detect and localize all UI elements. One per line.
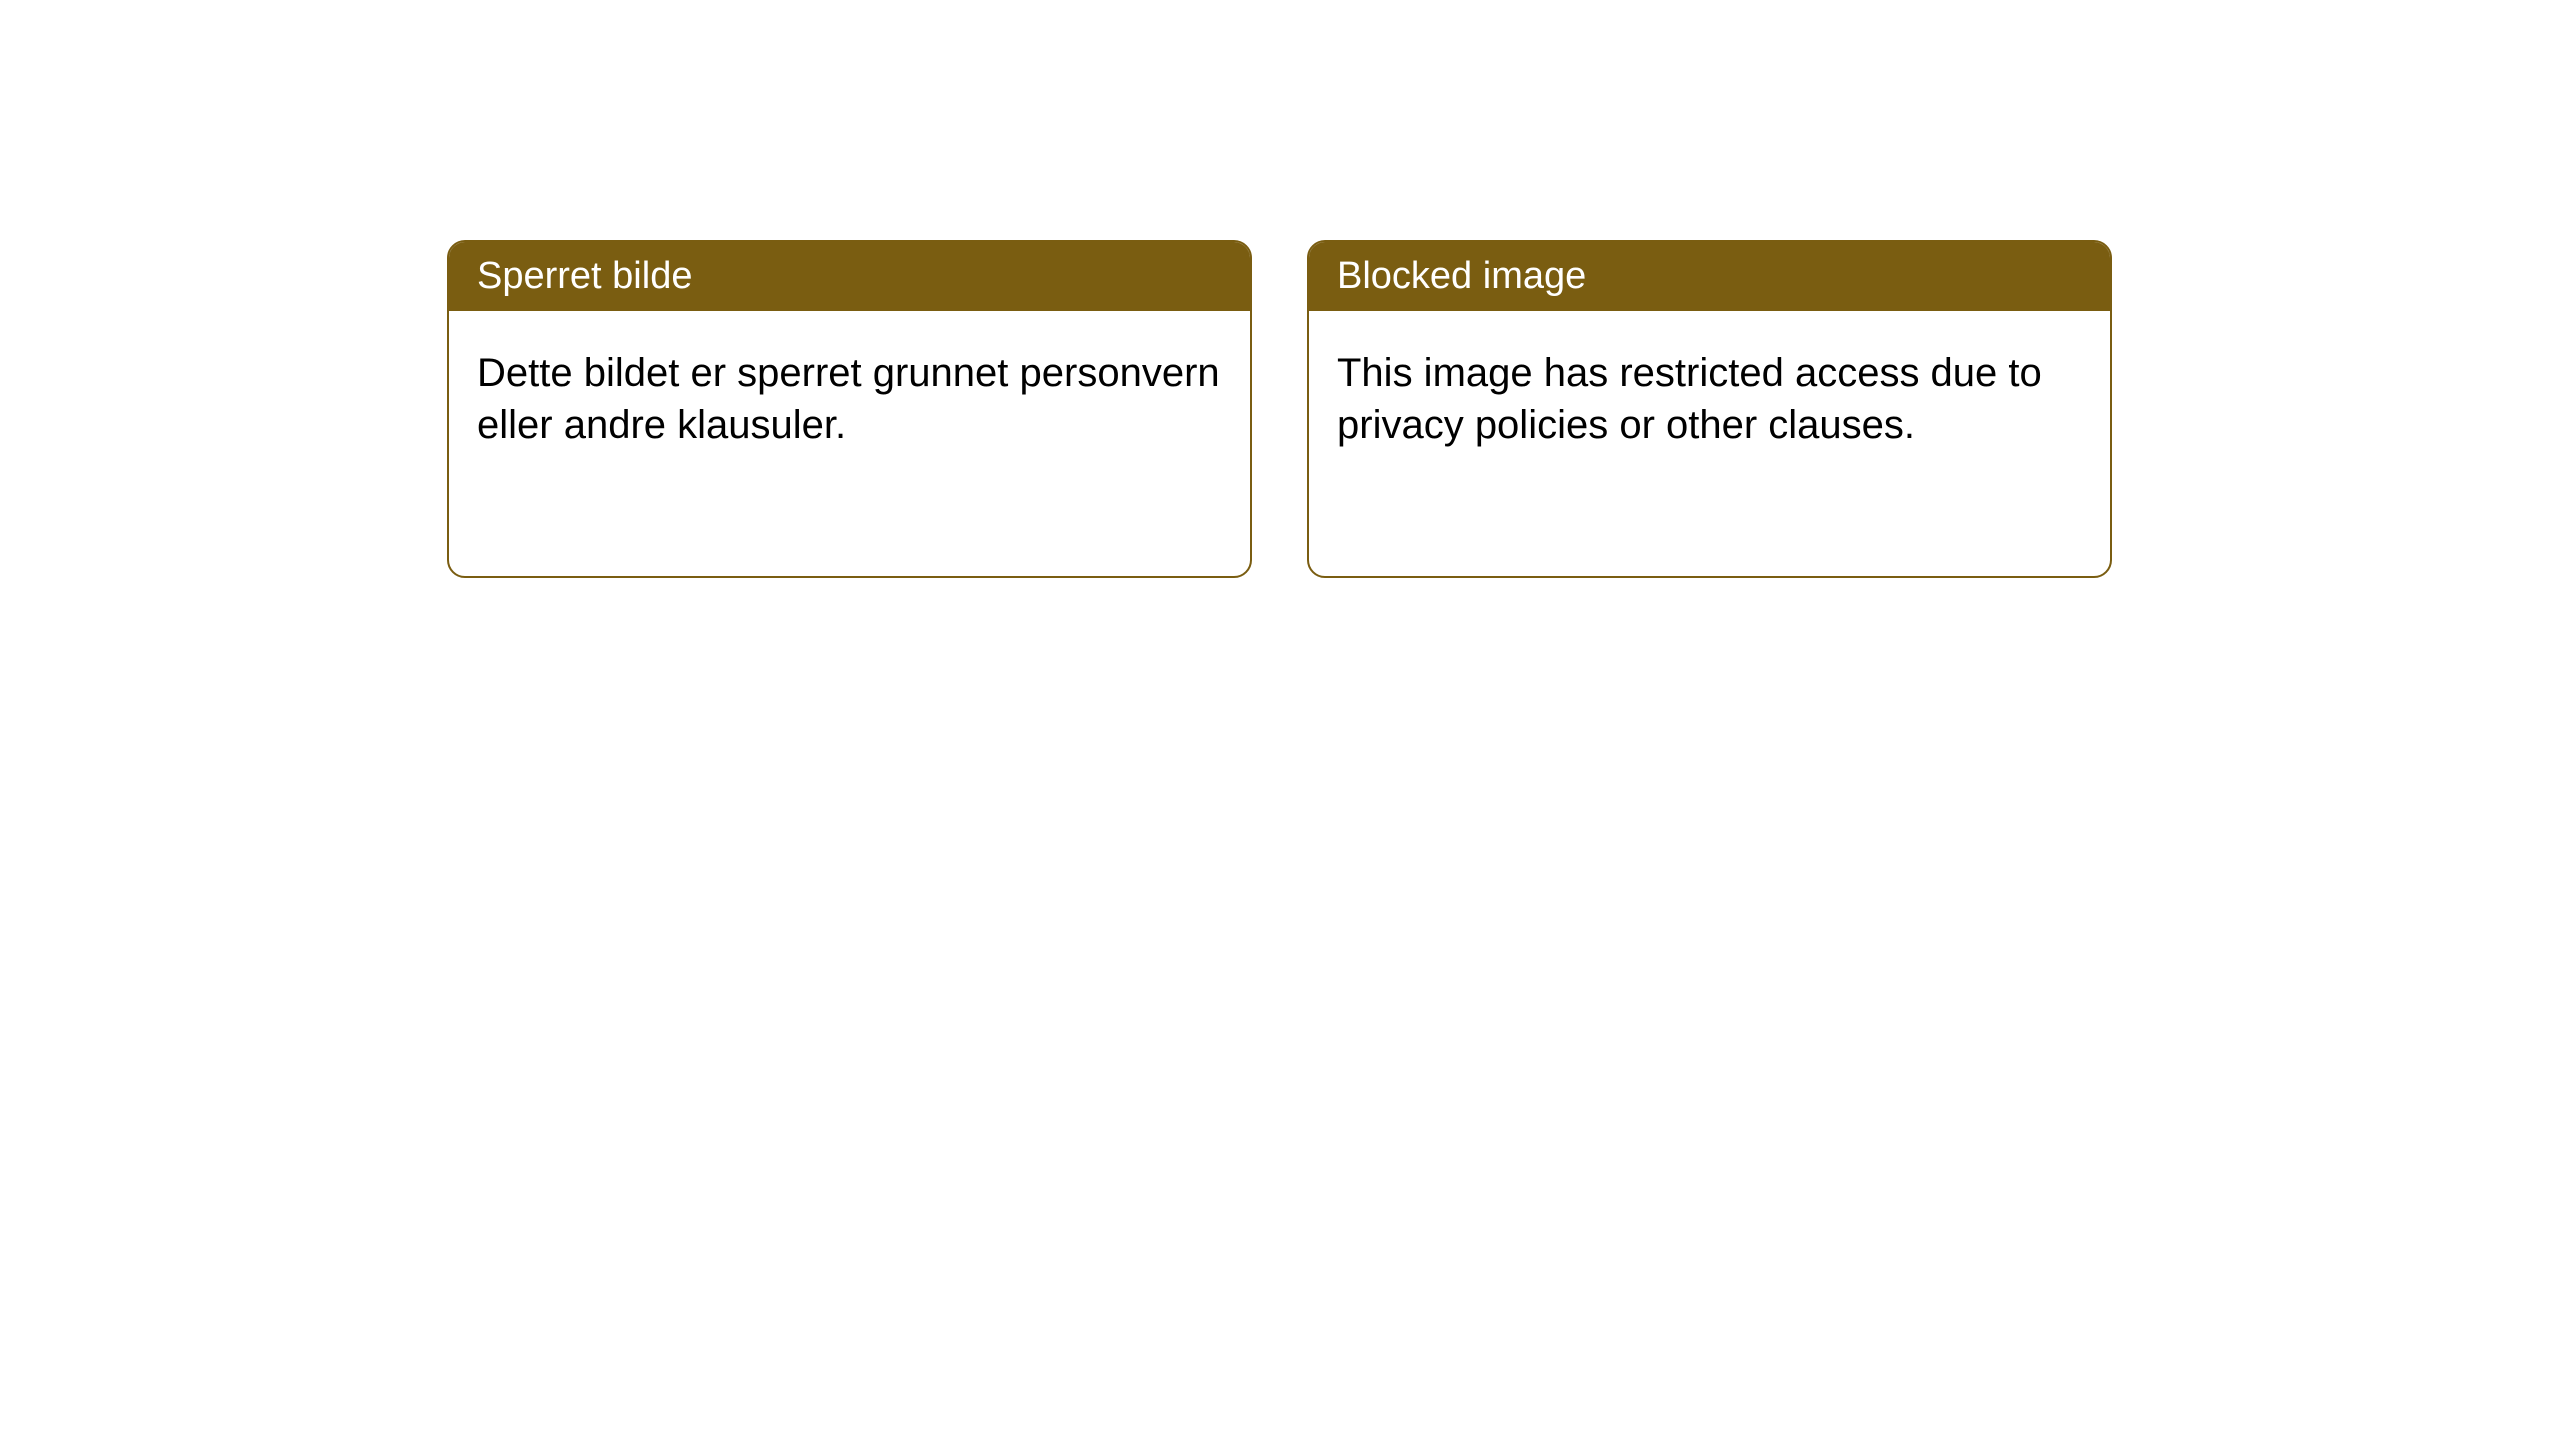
notice-card-english: Blocked image This image has restricted … <box>1307 240 2112 578</box>
notice-card-norwegian: Sperret bilde Dette bildet er sperret gr… <box>447 240 1252 578</box>
card-header-english: Blocked image <box>1309 242 2110 311</box>
card-header-norwegian: Sperret bilde <box>449 242 1250 311</box>
card-title-english: Blocked image <box>1337 255 1586 297</box>
card-body-english: This image has restricted access due to … <box>1309 311 2110 487</box>
card-text-norwegian: Dette bildet er sperret grunnet personve… <box>477 351 1220 447</box>
card-title-norwegian: Sperret bilde <box>477 255 692 297</box>
card-text-english: This image has restricted access due to … <box>1337 351 2042 447</box>
notice-container: Sperret bilde Dette bildet er sperret gr… <box>447 240 2112 578</box>
card-body-norwegian: Dette bildet er sperret grunnet personve… <box>449 311 1250 487</box>
